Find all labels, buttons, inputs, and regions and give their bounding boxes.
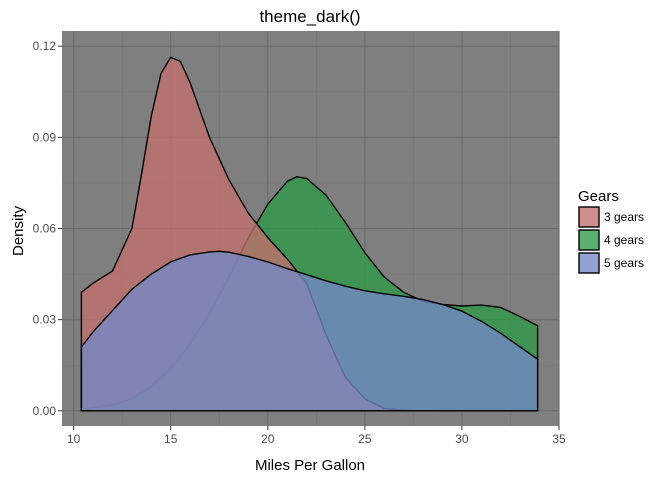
y-axis-title: Density xyxy=(10,205,27,256)
legend-key-5-gears xyxy=(578,252,600,274)
x-tick-label: 10 xyxy=(67,432,81,446)
legend-label: 5 gears xyxy=(604,256,644,270)
x-tick-label: 30 xyxy=(455,432,469,446)
x-tick-label: 20 xyxy=(261,432,275,446)
legend: Gears 3 gears 4 gears 5 gears xyxy=(578,188,644,274)
x-tick-label: 25 xyxy=(358,432,372,446)
y-tick-label: 0.12 xyxy=(33,39,57,53)
density-area-5-gears xyxy=(80,250,539,412)
chart-title: theme_dark() xyxy=(259,7,360,26)
y-tick-label: 0.06 xyxy=(33,222,57,236)
x-tick-label: 35 xyxy=(552,432,566,446)
x-axis-ticks: 10 15 20 25 30 35 xyxy=(67,426,566,446)
y-tick-label: 0.03 xyxy=(33,313,57,327)
x-tick-label: 15 xyxy=(164,432,178,446)
legend-label: 3 gears xyxy=(604,210,644,224)
y-tick-label: 0.00 xyxy=(33,404,57,418)
legend-title: Gears xyxy=(578,188,619,205)
legend-key-3-gears xyxy=(578,206,600,228)
legend-key-4-gears xyxy=(578,229,600,251)
legend-label: 4 gears xyxy=(604,233,644,247)
density-areas xyxy=(80,56,539,412)
y-tick-label: 0.09 xyxy=(33,130,57,144)
y-axis-ticks: 0.00 0.03 0.06 0.09 0.12 xyxy=(33,39,62,418)
x-axis-title: Miles Per Gallon xyxy=(255,457,365,474)
